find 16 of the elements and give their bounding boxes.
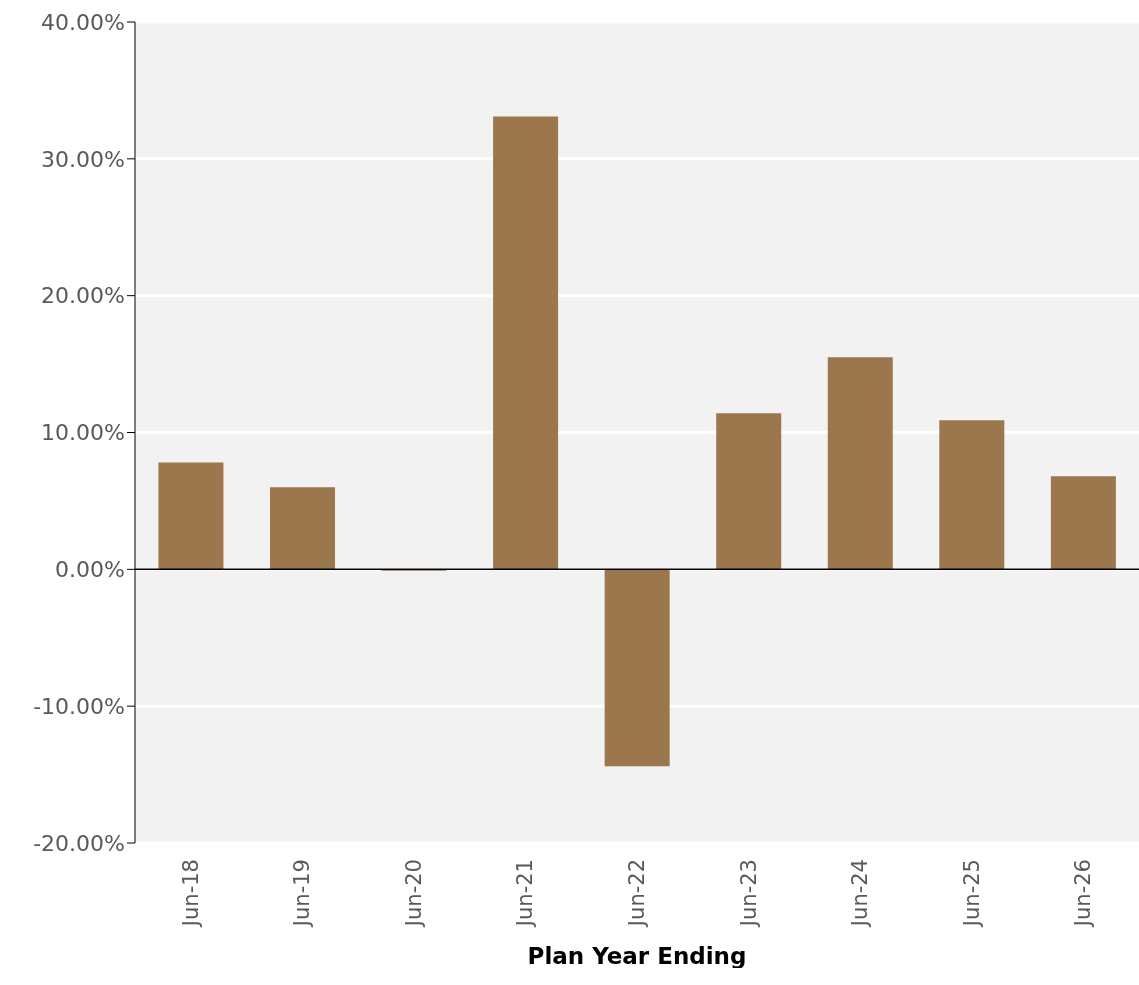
x-tick-label: Jun-22	[625, 859, 649, 929]
x-tick-label: Jun-23	[736, 859, 761, 929]
y-tick-label: 20.00%	[41, 283, 125, 309]
x-tick-label: Jun-25	[959, 859, 984, 929]
y-tick-label: 10.00%	[41, 420, 125, 446]
x-tick-label: Jun-24	[848, 859, 873, 929]
y-tick-label: 30.00%	[41, 146, 125, 172]
x-tick-label: Jun-18	[178, 859, 203, 929]
x-tick-label: Jun-21	[513, 859, 538, 929]
x-tick-label: Jun-19	[290, 859, 315, 929]
y-tick-label: 0.00%	[55, 557, 125, 583]
x-tick-label: Jun-20	[401, 859, 426, 929]
x-tick-label: Jun-26	[1071, 859, 1096, 929]
y-tick-label: 40.00%	[41, 9, 125, 35]
y-tick-label: -10.00%	[33, 693, 125, 719]
y-tick-label: -20.00%	[33, 830, 125, 856]
